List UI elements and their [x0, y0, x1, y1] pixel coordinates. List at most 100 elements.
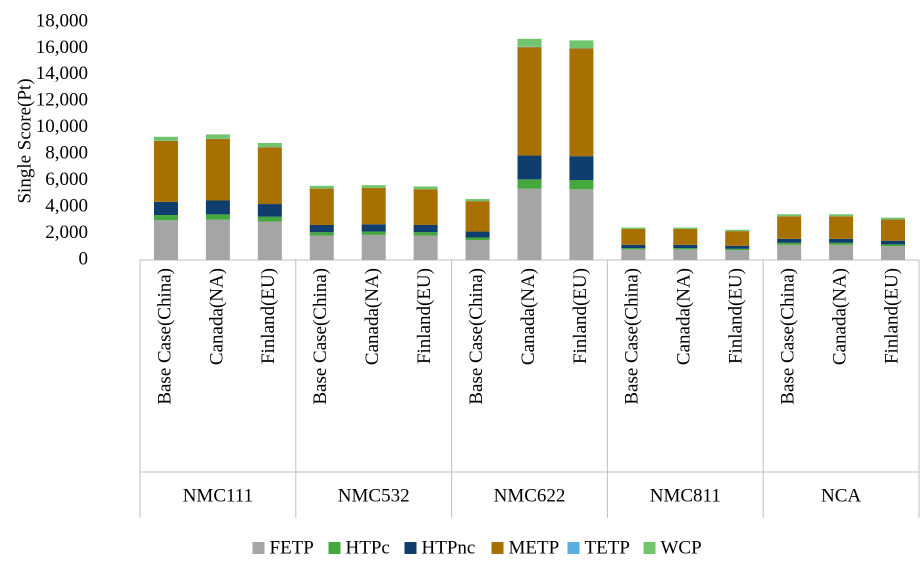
bar-segment: [829, 244, 854, 260]
group-label: NMC111: [183, 485, 253, 506]
bar-segment: [621, 228, 646, 245]
group-label: NMC622: [494, 485, 566, 506]
legend-swatch: [404, 542, 417, 554]
bar-segment: [517, 38, 542, 47]
bar-segment: [621, 249, 646, 260]
bar-segment: [725, 245, 750, 249]
bar-segment: [777, 244, 802, 260]
y-tick-label: 6,000: [45, 169, 88, 190]
bar-segment: [153, 220, 178, 260]
legend-label: METP: [509, 537, 560, 558]
bar-segment: [257, 147, 282, 205]
bar-segment: [517, 179, 542, 189]
y-tick-label: 12,000: [36, 90, 88, 111]
bar-segment: [413, 232, 438, 236]
x-tick-label: Finland(EU): [570, 268, 591, 364]
y-tick-label: 0: [79, 248, 89, 269]
bar-segment: [517, 47, 542, 156]
bar-segment: [257, 142, 282, 147]
bar-segment: [205, 139, 230, 201]
bar-segment: [413, 186, 438, 190]
bar-segment: [153, 215, 178, 221]
y-tick-label: 10,000: [36, 116, 88, 137]
x-tick-label: Canada(NA): [829, 268, 850, 365]
legend-label: HTPnc: [422, 537, 476, 558]
bar-segment: [569, 180, 594, 190]
bar-segment: [777, 216, 802, 239]
bar-segment: [205, 219, 230, 260]
legend-label: HTPc: [346, 537, 390, 558]
bar-segment: [621, 248, 646, 250]
y-tick-label: 16,000: [36, 37, 88, 58]
x-tick-label: Base Case(China): [310, 268, 331, 405]
legend-swatch: [567, 542, 580, 554]
bar-segment: [569, 40, 594, 49]
bar-segment: [777, 214, 802, 217]
bar-segment: [725, 231, 750, 246]
x-tick-label: Canada(NA): [674, 268, 695, 365]
bar-segment: [153, 136, 178, 141]
bar-segment: [881, 246, 906, 260]
bar-segment: [257, 216, 282, 222]
legend-swatch: [491, 542, 504, 554]
bar-segment: [673, 228, 698, 245]
bar-segment: [465, 240, 490, 260]
y-tick-label: 18,000: [36, 10, 88, 31]
bar-segment: [829, 216, 854, 239]
group-label: NMC532: [338, 485, 410, 506]
bar-segment: [517, 188, 542, 260]
y-tick-label: 2,000: [45, 222, 88, 243]
bar-segment: [205, 200, 230, 215]
legend-label: FETP: [270, 537, 314, 558]
bar-segment: [309, 232, 334, 236]
bar-segment: [361, 231, 386, 235]
bar-segment: [829, 242, 854, 245]
bar-segment: [205, 134, 230, 139]
bar-segment: [673, 227, 698, 229]
bar-segment: [881, 240, 906, 245]
bar-segment: [153, 141, 178, 202]
x-tick-label: Finland(EU): [881, 268, 902, 364]
bar-segment: [829, 238, 854, 243]
bar-segment: [725, 248, 750, 251]
x-tick-label: Base Case(China): [778, 268, 799, 405]
bar-segment: [673, 244, 698, 249]
bar-segment: [465, 237, 490, 241]
x-tick-label: Canada(NA): [206, 268, 227, 365]
x-tick-label: Finland(EU): [414, 268, 435, 364]
bar-segment: [413, 235, 438, 260]
bar-segment: [777, 238, 802, 243]
bar-segment: [153, 201, 178, 216]
legend-swatch: [328, 542, 341, 554]
bar-segment: [465, 231, 490, 238]
bar-segment: [309, 188, 334, 225]
x-tick-label: Canada(NA): [518, 268, 539, 365]
bar-segment: [361, 224, 386, 232]
bar-segment: [205, 214, 230, 220]
x-tick-label: Base Case(China): [622, 268, 643, 405]
bar-segment: [569, 189, 594, 260]
group-label: NMC811: [650, 485, 721, 506]
bar-segment: [777, 242, 802, 245]
legend-swatch: [643, 542, 656, 554]
bar-segment: [569, 156, 594, 181]
bar-segment: [309, 224, 334, 233]
bar-segment: [361, 185, 386, 188]
y-tick-label: 8,000: [45, 143, 88, 164]
bar-segment: [881, 219, 906, 241]
bar-segment: [621, 244, 646, 249]
bar-segment: [465, 201, 490, 232]
y-tick-label: 4,000: [45, 195, 88, 216]
bar-segment: [881, 217, 906, 220]
legend-label: TETP: [585, 537, 630, 558]
bar-segment: [621, 227, 646, 229]
bar-segment: [413, 189, 438, 225]
x-tick-label: Finland(EU): [726, 268, 747, 364]
bar-segment: [725, 229, 750, 232]
bar-segment: [829, 214, 854, 217]
bar-segment: [361, 187, 386, 225]
bar-segment: [309, 235, 334, 260]
legend-label: WCP: [661, 537, 702, 558]
group-label: NCA: [821, 485, 861, 506]
